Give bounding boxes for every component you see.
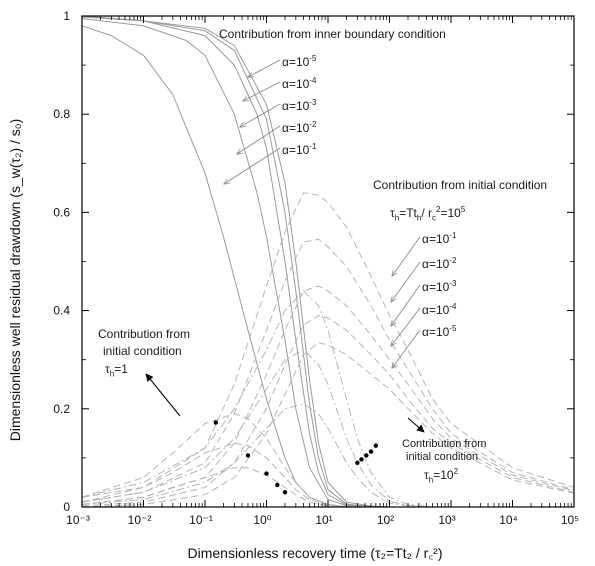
initial-arrow-2 — [391, 261, 421, 302]
y-tick-label-3: 0.6 — [53, 205, 70, 219]
tau2-arrow — [407, 417, 425, 433]
series-line-8 — [81, 314, 575, 507]
tau-h-main: τh=Tth/ rc2=105 — [390, 205, 466, 223]
initial-arrow-4 — [391, 307, 421, 346]
marker-dot-4 — [282, 490, 288, 495]
inner-alpha-label-3: α=10-3 — [282, 98, 317, 113]
inner-arrow-2 — [243, 81, 281, 101]
y-tick-label-4: 0.8 — [53, 107, 70, 121]
initial-arrow-5 — [392, 329, 421, 368]
series-line-1 — [81, 15, 390, 508]
series-line-10 — [81, 290, 433, 508]
initial-arrow-3 — [391, 284, 421, 326]
x-axis-label: Dimensionless recovery time (τ₂=Tt₂ / r꜀… — [187, 545, 443, 561]
x-tick-label-1: 10⁻² — [128, 513, 152, 527]
initial-title: Contribution from initial condition — [373, 178, 548, 192]
arrows-group — [145, 59, 425, 433]
plot-frame — [81, 15, 575, 508]
series-line-6 — [81, 238, 575, 503]
markers-group — [213, 420, 379, 495]
x-tick-label-0: 10⁻³ — [66, 513, 90, 527]
marker-dot-8 — [368, 449, 374, 454]
series-line-9 — [81, 341, 575, 508]
inner-alpha-label-5: α=10-1 — [282, 142, 317, 157]
marker-dot-9 — [373, 443, 379, 448]
tau2-line2: initial condition — [406, 451, 479, 463]
tau2-value: τh=102 — [424, 467, 459, 485]
series-line-11 — [81, 349, 433, 508]
tau1-value: τh=1 — [105, 362, 128, 379]
initial-arrow-1 — [392, 236, 421, 276]
inner-alpha-label-1: α=10-5 — [282, 54, 317, 69]
inner-alpha-label-4: α=10-2 — [282, 120, 317, 135]
x-tick-label-8: 10⁵ — [561, 513, 579, 527]
tau2-line1: Contribution from — [402, 438, 487, 450]
initial-alpha-label-3: α=10-3 — [422, 279, 457, 294]
inner-arrow-1 — [248, 59, 281, 77]
inner-arrow-3 — [240, 103, 281, 127]
series-line-12 — [81, 403, 433, 508]
curves-group — [81, 15, 575, 508]
x-tick-label-2: 10⁻¹ — [189, 513, 213, 527]
series-line-5 — [81, 192, 575, 498]
axes-group: 10⁻³ 10⁻² 10⁻¹ 10⁰ 10¹ 10² 10³ 10⁴ 10⁵ 0 0.2 0.4 0.6… — [53, 9, 579, 527]
y-tick-label-2: 0.4 — [53, 304, 70, 318]
marker-dot-5 — [355, 460, 360, 466]
y-tick-label-0: 0 — [63, 500, 70, 514]
initial-alpha-label-1: α=10-1 — [422, 231, 457, 246]
x-tick-label-7: 10⁴ — [499, 513, 518, 527]
y-tick-label-1: 0.2 — [53, 402, 70, 416]
tau1-arrow — [145, 373, 181, 417]
x-tick-label-3: 10⁰ — [253, 513, 271, 527]
initial-alpha-label-5: α=10-5 — [422, 324, 457, 339]
inner-boundary-title: Contribution from inner boundary conditi… — [219, 27, 446, 41]
marker-dot-7 — [364, 453, 369, 458]
x-tick-label-5: 10² — [377, 513, 394, 527]
x-tick-label-6: 10³ — [438, 513, 455, 527]
x-tick-label-4: 10¹ — [315, 513, 332, 527]
y-tick-label-5: 1 — [63, 9, 70, 23]
initial-alpha-label-2: α=10-2 — [422, 256, 457, 271]
series-line-0 — [81, 15, 390, 508]
y-axis-label: Dimensionless well residual drawdown (s_… — [7, 118, 23, 442]
marker-dot-3 — [275, 482, 280, 488]
marker-dot-1 — [245, 453, 251, 458]
marker-dot-2 — [264, 471, 269, 476]
series-line-3 — [81, 18, 372, 508]
initial-alpha-label-4: α=10-4 — [422, 302, 457, 317]
inner-arrow-4 — [237, 125, 281, 154]
inner-arrow-5 — [224, 147, 281, 184]
marker-dot-6 — [359, 457, 364, 462]
tau1-line2: initial condition — [103, 344, 182, 358]
series-line-7 — [81, 285, 575, 505]
inner-alpha-label-2: α=10-4 — [282, 76, 317, 91]
tau1-line1: Contribution from — [98, 327, 191, 341]
marker-dot-0 — [213, 420, 219, 425]
series-line-2 — [81, 16, 372, 508]
